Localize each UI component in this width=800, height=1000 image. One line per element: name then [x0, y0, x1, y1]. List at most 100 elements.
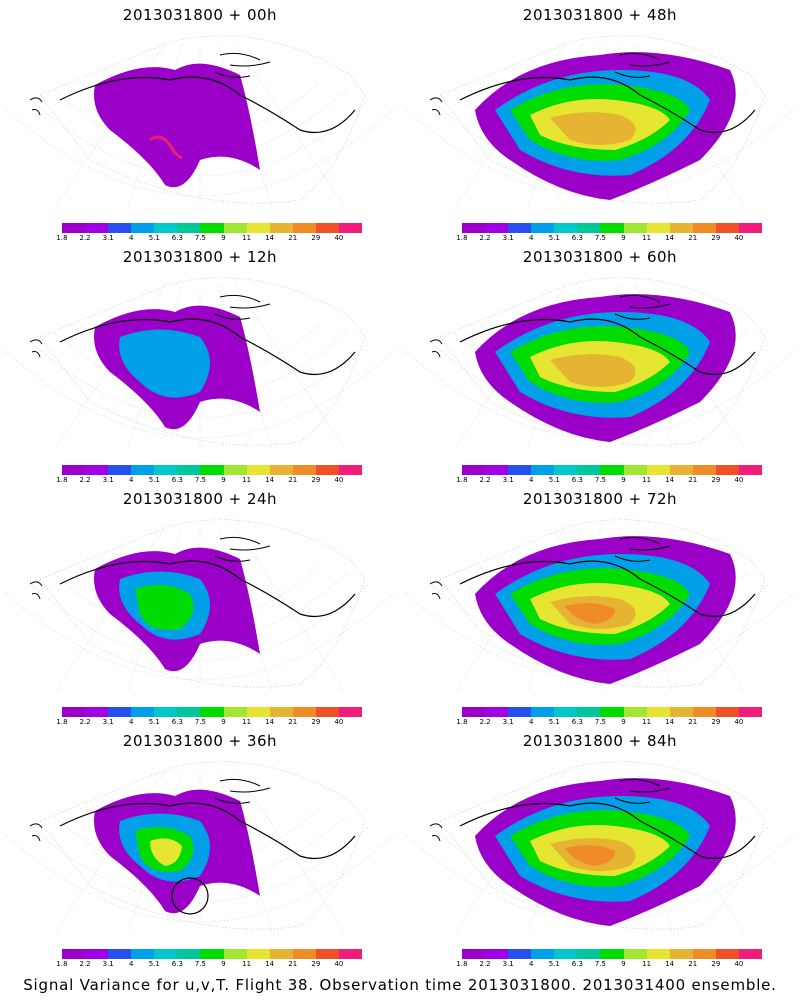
- colorbar-swatch: [692, 465, 716, 475]
- variance-map: [4, 277, 396, 448]
- variance-map: [4, 35, 396, 206]
- colorbar-swatch: [131, 465, 155, 475]
- variance-map: [404, 761, 796, 932]
- colorbar-label: 4: [128, 234, 134, 242]
- variance-field: [475, 52, 736, 201]
- colorbar: [462, 465, 763, 475]
- colorbar-label: 40: [734, 476, 744, 484]
- colorbar-label: 14: [665, 234, 675, 242]
- colorbar-swatch: [292, 465, 316, 475]
- variance-field: [94, 547, 260, 672]
- forecast-panel: 2013031800 + 36h 1.8 2.2 3.1 4 5.1 6.3 7.5 9 11 14…: [0, 726, 400, 968]
- colorbar-swatch: [62, 949, 86, 959]
- colorbar-swatch: [485, 707, 509, 717]
- colorbar-swatch: [85, 949, 109, 959]
- colorbar-swatch: [154, 223, 178, 233]
- colorbar-label: 6.3: [171, 476, 183, 484]
- colorbar-label: 4: [128, 960, 134, 968]
- colorbar-label: 9: [621, 476, 626, 484]
- colorbar-swatch: [508, 949, 532, 959]
- colorbar-labels: 1.8 2.2 3.1 4 5.1 6.3 7.5 9 11 14 21 29 40: [56, 960, 358, 972]
- colorbar-swatch: [269, 949, 293, 959]
- colorbar-swatch: [577, 465, 601, 475]
- colorbar-label: 7.5: [594, 476, 607, 484]
- colorbar-label: 2.2: [479, 718, 491, 726]
- colorbar-label: 3.1: [502, 960, 514, 968]
- colorbar-swatch: [531, 465, 555, 475]
- colorbar-label: 29: [711, 960, 721, 968]
- colorbar-label: 5.1: [548, 960, 560, 968]
- colorbar-swatch: [200, 223, 224, 233]
- colorbar-swatch: [223, 465, 247, 475]
- colorbar-label: 40: [734, 718, 744, 726]
- colorbar-label: 6.3: [571, 234, 583, 242]
- colorbar-label: 40: [334, 476, 344, 484]
- panel-title: 2013031800 + 24h: [122, 490, 278, 508]
- colorbar-label: 5.1: [148, 476, 160, 484]
- colorbar-swatch: [669, 949, 693, 959]
- colorbar-label: 21: [688, 960, 698, 968]
- colorbar-labels: 1.8 2.2 3.1 4 5.1 6.3 7.5 9 11 14 21 29 40: [56, 476, 358, 488]
- colorbar-label: 9: [221, 476, 226, 484]
- forecast-panel: 2013031800 + 84h 1.8 2.2 3.1 4 5.1 6.3 7.5 9 11 14…: [400, 726, 800, 968]
- colorbar-label: 14: [265, 234, 275, 242]
- colorbar-label: 9: [221, 234, 226, 242]
- colorbar-swatch: [646, 223, 670, 233]
- colorbar-swatch: [646, 949, 670, 959]
- colorbar-label: 4: [128, 476, 134, 484]
- colorbar-label: 1.8: [456, 960, 468, 968]
- colorbar-swatch: [131, 707, 155, 717]
- panel-title: 2013031800 + 84h: [522, 732, 678, 750]
- colorbar-swatch: [223, 949, 247, 959]
- colorbar-labels: 1.8 2.2 3.1 4 5.1 6.3 7.5 9 11 14 21 29 40: [56, 718, 358, 730]
- colorbar-label: 14: [265, 960, 275, 968]
- colorbar-label: 21: [288, 718, 298, 726]
- colorbar-swatch: [177, 949, 201, 959]
- colorbar-label: 6.3: [171, 718, 183, 726]
- colorbar-swatch: [554, 223, 578, 233]
- colorbar-labels: 1.8 2.2 3.1 4 5.1 6.3 7.5 9 11 14 21 29 40: [456, 476, 758, 488]
- variance-field: [94, 789, 260, 914]
- colorbar-label: 40: [334, 234, 344, 242]
- colorbar-label: 7.5: [194, 476, 207, 484]
- colorbar-swatch: [715, 707, 739, 717]
- forecast-panel: 2013031800 + 72h 1.8 2.2 3.1 4 5.1 6.3 7.5 9 11 14…: [400, 484, 800, 726]
- colorbar-label: 14: [665, 476, 675, 484]
- colorbar-labels: 1.8 2.2 3.1 4 5.1 6.3 7.5 9 11 14 21 29 40: [456, 960, 758, 972]
- colorbar-label: 40: [334, 718, 344, 726]
- colorbar-swatch: [462, 465, 486, 475]
- colorbar-swatch: [131, 223, 155, 233]
- colorbar-label: 7.5: [194, 718, 207, 726]
- colorbar-label: 3.1: [102, 234, 114, 242]
- forecast-panel: 2013031800 + 00h 1.8 2.2 3.1 4 5.1 6.3 7.5 9 11 14…: [0, 0, 400, 242]
- colorbar-swatch: [508, 223, 532, 233]
- colorbar-label: 9: [221, 718, 226, 726]
- colorbar-swatch: [223, 707, 247, 717]
- colorbar-swatch: [554, 949, 578, 959]
- colorbar: [462, 707, 763, 717]
- forecast-panel: 2013031800 + 60h 1.8 2.2 3.1 4 5.1 6.3 7.5 9 11 14…: [400, 242, 800, 484]
- colorbar-label: 5.1: [148, 234, 160, 242]
- colorbar-swatch: [154, 465, 178, 475]
- colorbar-swatch: [646, 465, 670, 475]
- colorbar-swatch: [669, 707, 693, 717]
- variance-field: [475, 536, 736, 684]
- colorbar-swatch: [508, 707, 532, 717]
- colorbar-swatch: [738, 223, 763, 233]
- colorbar-label: 2.2: [479, 960, 491, 968]
- colorbar-swatch: [292, 223, 316, 233]
- colorbar-label: 7.5: [594, 718, 607, 726]
- colorbar-swatch: [338, 223, 363, 233]
- colorbar-swatch: [715, 949, 739, 959]
- colorbar-label: 29: [311, 718, 321, 726]
- variance-field: [475, 294, 736, 442]
- colorbar-label: 9: [621, 234, 626, 242]
- colorbar-label: 21: [288, 476, 298, 484]
- colorbar-swatch: [738, 949, 763, 959]
- colorbar-label: 3.1: [102, 718, 114, 726]
- colorbar-swatch: [292, 949, 316, 959]
- colorbar-swatch: [338, 707, 363, 717]
- colorbar-swatch: [531, 707, 555, 717]
- forecast-panel: 2013031800 + 24h 1.8 2.2 3.1 4 5.1 6.3 7.5 9 11 14…: [0, 484, 400, 726]
- colorbar-swatch: [600, 465, 624, 475]
